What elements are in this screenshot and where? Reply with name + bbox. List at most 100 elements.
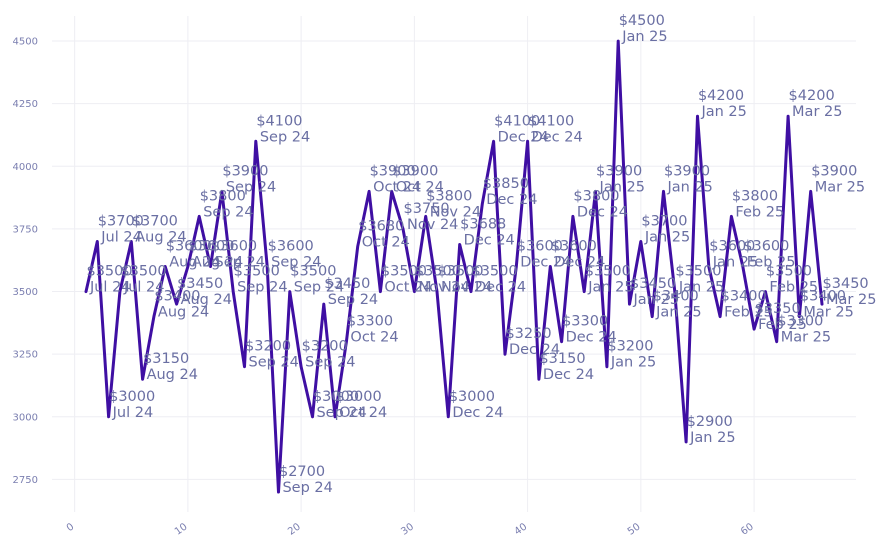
data-label-date: Feb 25 xyxy=(735,204,784,220)
data-label-date: Feb 25 xyxy=(747,255,796,271)
data-label-date: Jul 24 xyxy=(89,280,131,296)
data-label-price: $3700 xyxy=(641,213,687,229)
data-label-date: Sep 24 xyxy=(328,292,378,308)
data-label-date: Oct 24 xyxy=(384,280,432,296)
data-label-price: $3900 xyxy=(222,163,268,179)
data-label-price: $3450 xyxy=(177,276,223,292)
data-label-date: Jan 25 xyxy=(678,280,724,296)
data-label-price: $3000 xyxy=(313,389,359,405)
data-label-price: $3300 xyxy=(777,314,823,330)
data-label-price: $3500 xyxy=(415,264,461,280)
data-label-price: $3680 xyxy=(358,218,404,234)
data-label-price: $3500 xyxy=(381,264,427,280)
y-tick-label: 4250 xyxy=(13,99,38,110)
data-label-price: $3500 xyxy=(675,264,721,280)
data-label-price: $4500 xyxy=(619,13,665,29)
data-label-date: Nov 24 xyxy=(441,280,492,296)
x-tick-label: 60 xyxy=(739,521,756,537)
data-label-price: $3600 xyxy=(517,239,563,255)
data-label-date: Oct 24 xyxy=(396,179,444,195)
data-label-date: Sep 24 xyxy=(260,129,310,145)
data-label-date: Sep 24 xyxy=(316,405,366,421)
data-label-date: Jan 25 xyxy=(712,255,758,271)
data-label-price: $3600 xyxy=(743,239,789,255)
data-label-price: $2900 xyxy=(687,414,733,430)
data-label-price: $3300 xyxy=(347,314,393,330)
data-label-date: Dec 24 xyxy=(452,405,503,421)
data-label-price: $3850 xyxy=(483,176,529,192)
data-label-price: $3500 xyxy=(234,264,280,280)
x-tick-label: 10 xyxy=(173,521,190,537)
data-label-date: Jul 24 xyxy=(112,405,154,421)
data-label-price: $3688 xyxy=(460,216,506,232)
data-label-date: Mar 25 xyxy=(803,305,853,321)
data-label-date: Jan 25 xyxy=(644,229,690,245)
y-tick-label: 3000 xyxy=(13,412,38,423)
data-label-price: $3700 xyxy=(98,213,144,229)
data-label-price: $3200 xyxy=(245,339,291,355)
data-label-date: Nov 24 xyxy=(418,280,469,296)
data-label-price: $3900 xyxy=(664,163,710,179)
data-label-price: $3500 xyxy=(585,264,631,280)
data-label-date: Nov 24 xyxy=(430,204,481,220)
data-label-price: $3900 xyxy=(596,163,642,179)
data-label-price: $3500 xyxy=(290,264,336,280)
data-label-date: Sep 24 xyxy=(203,204,253,220)
data-label-date: Dec 24 xyxy=(566,330,617,346)
data-label-price: $3600 xyxy=(188,239,234,255)
data-label-date: Jan 25 xyxy=(621,29,667,45)
data-label-date: Feb 25 xyxy=(769,280,818,296)
data-label-price: $3000 xyxy=(449,389,495,405)
data-label-date: Aug 24 xyxy=(135,229,186,245)
data-label-price: $3000 xyxy=(336,389,382,405)
data-label-price: $4200 xyxy=(698,88,744,104)
data-label-price: $3750 xyxy=(404,201,450,217)
data-label-price: $3900 xyxy=(811,163,857,179)
data-label-price: $3900 xyxy=(370,163,416,179)
data-label-date: Sep 24 xyxy=(215,255,265,271)
data-label-date: Aug 24 xyxy=(181,292,232,308)
data-label-price: $3000 xyxy=(109,389,155,405)
data-label-date: Jan 25 xyxy=(689,430,735,446)
data-label-date: Mar 25 xyxy=(826,292,876,308)
data-label-date: Mar 25 xyxy=(792,104,842,120)
